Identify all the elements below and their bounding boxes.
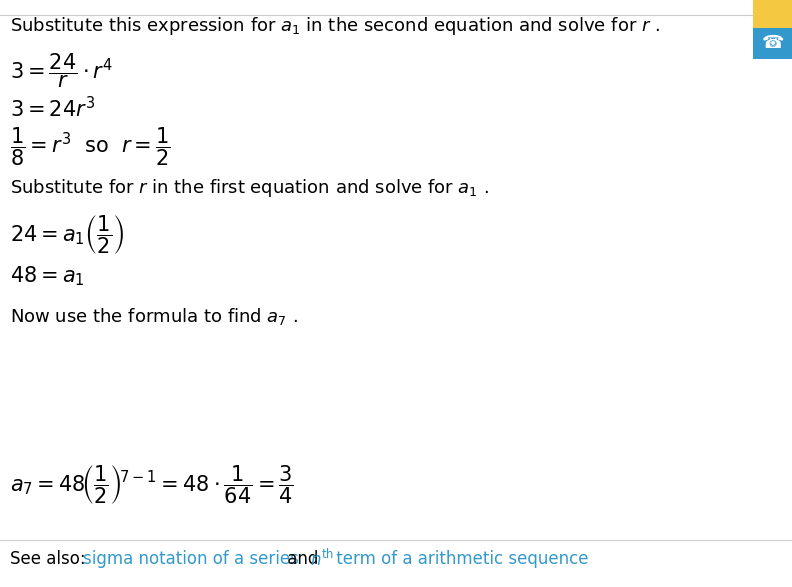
Text: Now use the formula to find $a_7$ .: Now use the formula to find $a_7$ . — [10, 306, 298, 328]
Text: $3 = \dfrac{24}{r} \cdot r^4$: $3 = \dfrac{24}{r} \cdot r^4$ — [10, 51, 112, 90]
Bar — [753, 28, 792, 59]
Text: term of a arithmetic sequence: term of a arithmetic sequence — [331, 550, 588, 568]
Text: sigma notation of a series: sigma notation of a series — [83, 550, 299, 568]
Text: $48 = a_1$: $48 = a_1$ — [10, 264, 85, 288]
Text: $3 = 24r^3$: $3 = 24r^3$ — [10, 96, 94, 121]
Text: and: and — [282, 550, 324, 568]
Bar — [753, 0, 792, 29]
Text: $24 = a_1 \left(\dfrac{1}{2}\right)$: $24 = a_1 \left(\dfrac{1}{2}\right)$ — [10, 213, 124, 257]
Text: ☎: ☎ — [761, 35, 784, 52]
Text: $a_7 = 48\!\left(\dfrac{1}{2}\right)^{\!7-1} = 48 \cdot \dfrac{1}{64} = \dfrac{3: $a_7 = 48\!\left(\dfrac{1}{2}\right)^{\!… — [10, 463, 293, 506]
Text: $\dfrac{1}{8} = r^3$  so  $r = \dfrac{1}{2}$: $\dfrac{1}{8} = r^3$ so $r = \dfrac{1}{2… — [10, 126, 170, 168]
Text: $n^{\mathrm{th}}$: $n^{\mathrm{th}}$ — [310, 548, 335, 569]
Text: See also:: See also: — [10, 550, 90, 568]
Text: Substitute for $r$ in the first equation and solve for $a_1$ .: Substitute for $r$ in the first equation… — [10, 177, 489, 199]
Text: Substitute this expression for $a_1$ in the second equation and solve for $r$ .: Substitute this expression for $a_1$ in … — [10, 15, 660, 38]
